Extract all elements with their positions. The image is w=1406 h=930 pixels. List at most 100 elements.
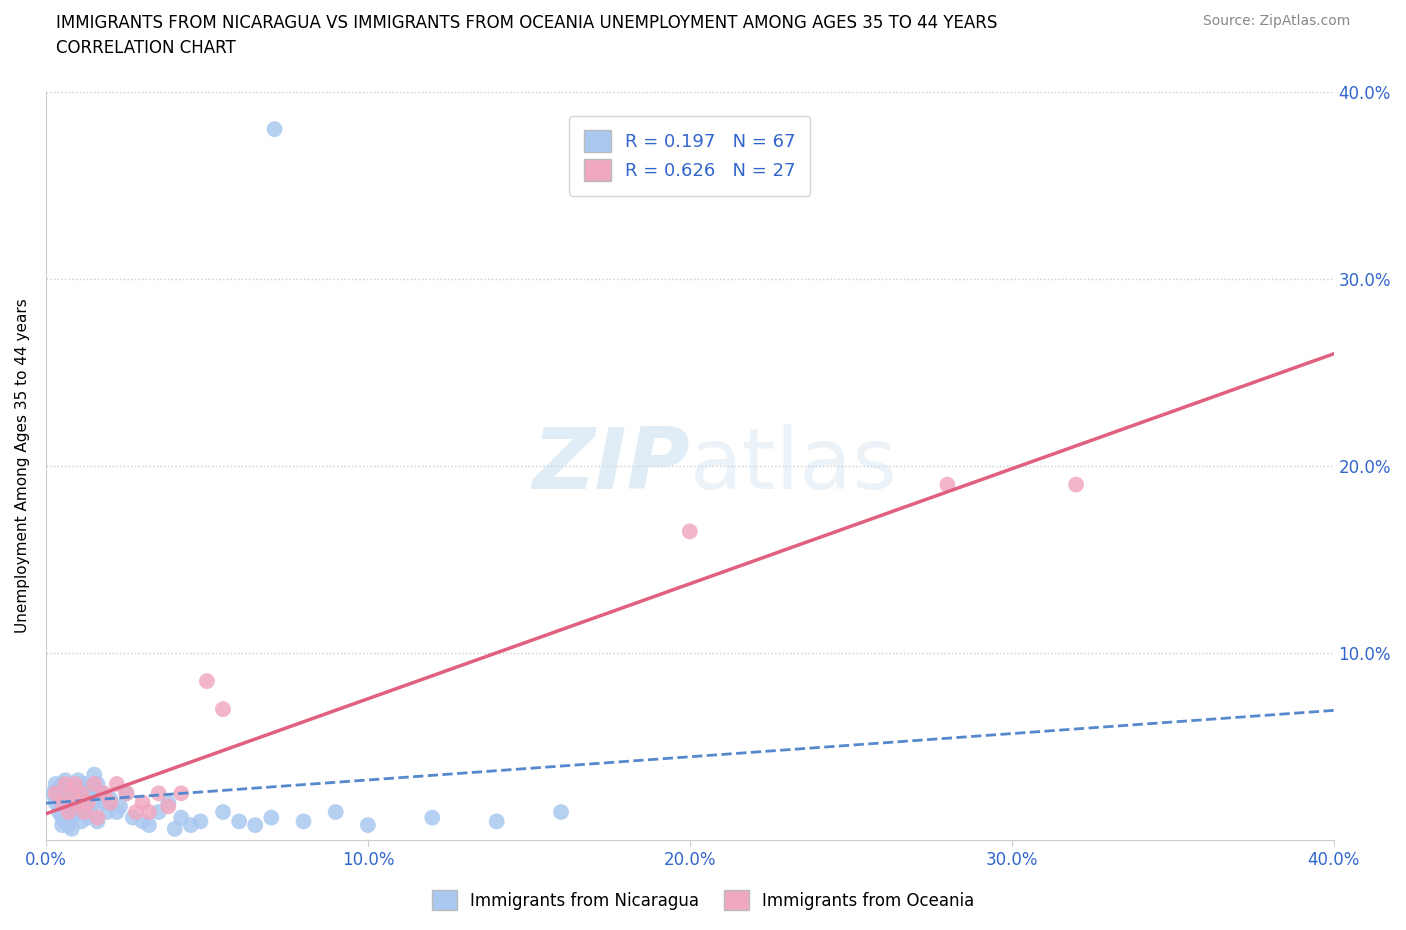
Point bbox=[195, 673, 218, 688]
Point bbox=[228, 814, 250, 829]
Point bbox=[485, 814, 508, 829]
Point bbox=[70, 786, 93, 801]
Point bbox=[105, 804, 128, 819]
Point bbox=[51, 799, 73, 814]
Point bbox=[292, 814, 315, 829]
Point bbox=[51, 795, 73, 810]
Point bbox=[67, 795, 90, 810]
Point bbox=[48, 804, 70, 819]
Point bbox=[53, 791, 76, 806]
Point bbox=[63, 777, 86, 791]
Point bbox=[58, 780, 80, 795]
Point bbox=[83, 767, 105, 782]
Text: ZIP: ZIP bbox=[533, 424, 690, 508]
Point bbox=[357, 817, 380, 832]
Point bbox=[98, 795, 121, 810]
Point bbox=[115, 786, 138, 801]
Point bbox=[83, 777, 105, 791]
Point bbox=[93, 786, 115, 801]
Point bbox=[131, 795, 153, 810]
Point bbox=[212, 804, 235, 819]
Point bbox=[58, 810, 80, 825]
Point bbox=[67, 773, 90, 788]
Point bbox=[148, 804, 170, 819]
Legend: R = 0.197   N = 67, R = 0.626   N = 27: R = 0.197 N = 67, R = 0.626 N = 27 bbox=[569, 115, 810, 196]
Point bbox=[60, 810, 83, 825]
Point bbox=[93, 795, 115, 810]
Y-axis label: Unemployment Among Ages 35 to 44 years: Unemployment Among Ages 35 to 44 years bbox=[15, 299, 30, 633]
Point bbox=[60, 786, 83, 801]
Point bbox=[67, 791, 90, 806]
Point bbox=[148, 786, 170, 801]
Point bbox=[108, 799, 131, 814]
Legend: Immigrants from Nicaragua, Immigrants from Oceania: Immigrants from Nicaragua, Immigrants fr… bbox=[425, 884, 981, 917]
Point bbox=[80, 780, 103, 795]
Point bbox=[73, 799, 96, 814]
Point bbox=[138, 817, 160, 832]
Point bbox=[138, 804, 160, 819]
Point bbox=[63, 804, 86, 819]
Point bbox=[73, 804, 96, 819]
Point bbox=[63, 777, 86, 791]
Point bbox=[86, 814, 108, 829]
Point bbox=[163, 821, 186, 836]
Point bbox=[170, 786, 193, 801]
Point bbox=[51, 777, 73, 791]
Point bbox=[325, 804, 347, 819]
Point bbox=[245, 817, 267, 832]
Point bbox=[936, 477, 959, 492]
Point bbox=[212, 701, 235, 716]
Point bbox=[263, 122, 285, 137]
Point bbox=[53, 814, 76, 829]
Text: CORRELATION CHART: CORRELATION CHART bbox=[56, 39, 236, 57]
Point bbox=[51, 810, 73, 825]
Point bbox=[48, 780, 70, 795]
Point bbox=[1064, 477, 1087, 492]
Point bbox=[73, 777, 96, 791]
Point bbox=[157, 799, 180, 814]
Text: IMMIGRANTS FROM NICARAGUA VS IMMIGRANTS FROM OCEANIA UNEMPLOYMENT AMONG AGES 35 : IMMIGRANTS FROM NICARAGUA VS IMMIGRANTS … bbox=[56, 14, 998, 32]
Point bbox=[98, 791, 121, 806]
Point bbox=[53, 804, 76, 819]
Point bbox=[76, 795, 98, 810]
Point bbox=[53, 773, 76, 788]
Point bbox=[51, 817, 73, 832]
Point bbox=[260, 810, 283, 825]
Point bbox=[90, 786, 112, 801]
Point bbox=[58, 795, 80, 810]
Point bbox=[550, 804, 572, 819]
Point bbox=[420, 810, 443, 825]
Point bbox=[51, 786, 73, 801]
Point bbox=[67, 804, 90, 819]
Point bbox=[131, 814, 153, 829]
Point bbox=[122, 810, 145, 825]
Point bbox=[115, 786, 138, 801]
Point bbox=[53, 777, 76, 791]
Point bbox=[58, 804, 80, 819]
Point bbox=[76, 786, 98, 801]
Point bbox=[157, 795, 180, 810]
Text: atlas: atlas bbox=[690, 424, 898, 508]
Point bbox=[45, 777, 67, 791]
Point bbox=[45, 786, 67, 801]
Point bbox=[70, 814, 93, 829]
Point bbox=[105, 777, 128, 791]
Point bbox=[45, 795, 67, 810]
Point bbox=[70, 786, 93, 801]
Point bbox=[86, 777, 108, 791]
Point bbox=[190, 814, 212, 829]
Point bbox=[60, 799, 83, 814]
Point bbox=[41, 786, 63, 801]
Point bbox=[58, 817, 80, 832]
Point bbox=[60, 821, 83, 836]
Point bbox=[170, 810, 193, 825]
Text: Source: ZipAtlas.com: Source: ZipAtlas.com bbox=[1202, 14, 1350, 28]
Point bbox=[180, 817, 202, 832]
Point bbox=[60, 786, 83, 801]
Point bbox=[679, 524, 702, 538]
Point bbox=[83, 795, 105, 810]
Point bbox=[125, 804, 148, 819]
Point bbox=[96, 804, 118, 819]
Point bbox=[76, 810, 98, 825]
Point bbox=[48, 791, 70, 806]
